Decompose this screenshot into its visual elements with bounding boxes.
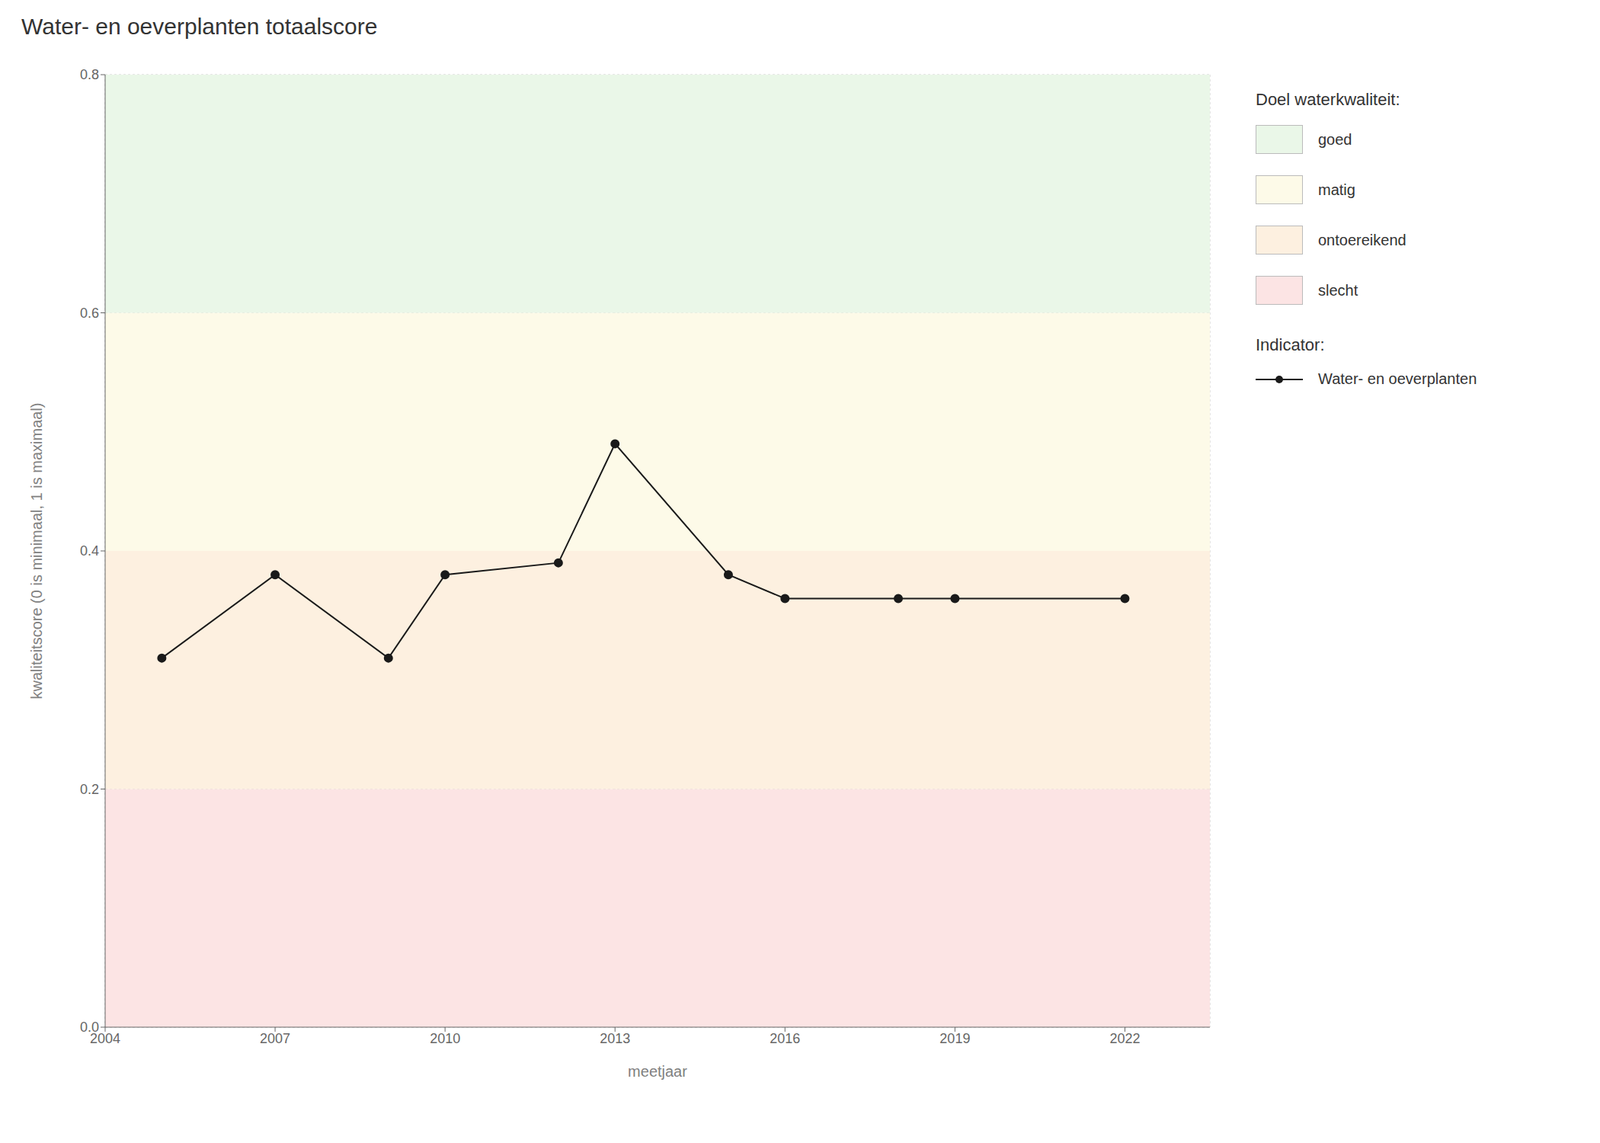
- html-text:slecht: slecht: [1318, 281, 1358, 299]
- svg-text:kwaliteitscore (0 is minimaal,: kwaliteitscore (0 is minimaal, 1 is maxi…: [28, 403, 45, 700]
- html-text:ontoereikend: ontoereikend: [1318, 231, 1407, 248]
- svg-text:2007: 2007: [259, 1030, 291, 1047]
- svg-text:0.4: 0.4: [80, 543, 100, 559]
- svg-text:2010: 2010: [429, 1030, 461, 1047]
- html-text:Water- en oeverplanten totaals: Water- en oeverplanten totaalscore: [21, 13, 378, 39]
- svg-text:2004: 2004: [89, 1030, 121, 1046]
- svg-text:2016: 2016: [769, 1030, 800, 1047]
- svg-text:0.2: 0.2: [80, 781, 100, 797]
- html-text:goed: goed: [1318, 130, 1352, 148]
- html-text:Indicator:: Indicator:: [1255, 335, 1325, 355]
- svg-text:0.0: 0.0: [80, 1019, 100, 1035]
- svg-text:2019: 2019: [939, 1030, 970, 1047]
- html-text:matig: matig: [1318, 180, 1356, 198]
- svg-text:meetjaar: meetjaar: [627, 1062, 688, 1080]
- svg-text:2022: 2022: [1109, 1030, 1140, 1047]
- html-text:Doel waterkwaliteit:: Doel waterkwaliteit:: [1255, 89, 1400, 109]
- svg-text:0.8: 0.8: [80, 67, 100, 83]
- svg-text:0.6: 0.6: [80, 305, 100, 321]
- html-text:Water- en oeverplanten: Water- en oeverplanten: [1318, 370, 1477, 388]
- svg-text:2013: 2013: [599, 1030, 631, 1047]
